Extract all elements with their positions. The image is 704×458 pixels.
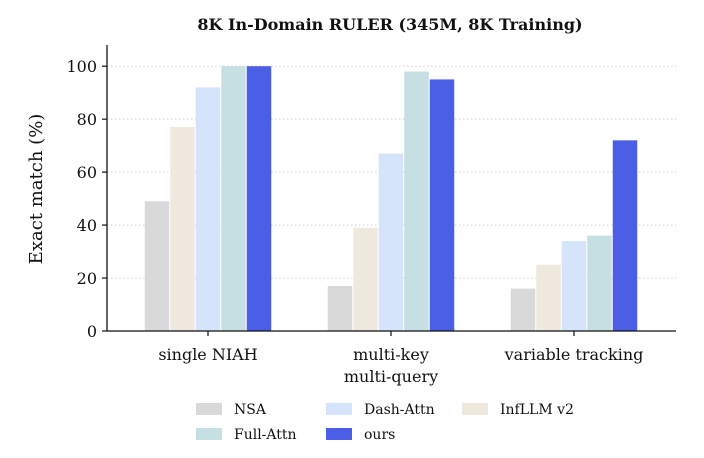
- category-labels: single NIAH multi-key multi-query variable …: [158, 331, 643, 386]
- bar-dash-attn: [561, 240, 587, 331]
- bars: [144, 66, 638, 332]
- legend-label: Full-Attn: [234, 427, 297, 443]
- chart-title: 8K In-Domain RULER (345M, 8K Training): [197, 15, 582, 34]
- legend-swatch: [326, 428, 352, 440]
- y-tick-label: 80: [77, 110, 97, 129]
- x-category-label: multi-key: [353, 345, 429, 364]
- bar-ours: [246, 66, 272, 332]
- bar-infllm-v2: [353, 227, 378, 331]
- bar-full-attn: [221, 66, 246, 332]
- bar-full-attn: [587, 235, 612, 331]
- y-tick-label: 0: [87, 322, 97, 341]
- bar-ours: [429, 79, 455, 331]
- bar-full-attn: [404, 71, 429, 332]
- y-axis-label: Exact match (%): [26, 114, 47, 265]
- legend-label: ours: [364, 427, 395, 443]
- legend-swatch: [462, 403, 488, 415]
- x-category-label: variable tracking: [504, 345, 644, 364]
- bar-nsa: [510, 288, 536, 331]
- bar-infllm-v2: [536, 264, 561, 331]
- y-tick-label: 100: [66, 57, 97, 76]
- x-category-label: multi-query: [344, 367, 438, 386]
- legend-label: InfLLM v2: [500, 402, 574, 418]
- bar-dash-attn: [378, 153, 404, 331]
- bar-nsa: [144, 201, 170, 331]
- bar-nsa: [327, 285, 353, 331]
- y-tick-label: 40: [77, 216, 97, 235]
- y-tick-label: 20: [77, 269, 97, 288]
- legend-label: NSA: [234, 402, 267, 418]
- bar-ours: [612, 140, 638, 331]
- legend-swatch: [196, 403, 222, 415]
- legend-swatch: [196, 428, 222, 440]
- y-tick-label: 60: [77, 163, 97, 182]
- legend-swatch: [326, 403, 352, 415]
- legend-label: Dash-Attn: [364, 402, 435, 418]
- legend: NSA Dash-Attn InfLLM v2 Full-Attn ours: [196, 402, 574, 443]
- y-ticks: 0 20 40 60 80 100: [66, 57, 107, 341]
- bar-dash-attn: [195, 87, 221, 332]
- bar-infllm-v2: [170, 127, 195, 331]
- x-category-label: single NIAH: [158, 345, 257, 364]
